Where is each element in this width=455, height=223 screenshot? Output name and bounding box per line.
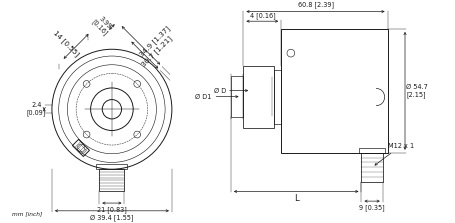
Bar — [231, 76, 243, 117]
Bar — [281, 29, 388, 153]
Text: Ø D1: Ø D1 — [195, 94, 212, 100]
Bar — [96, 164, 127, 169]
Bar — [361, 153, 383, 182]
Text: 34.9 [1.37]: 34.9 [1.37] — [138, 25, 171, 58]
Text: 60.8 [2.39]: 60.8 [2.39] — [298, 1, 334, 8]
Text: 9 [0.35]: 9 [0.35] — [359, 204, 385, 211]
Text: mm [inch]: mm [inch] — [12, 211, 42, 216]
Bar — [359, 148, 385, 153]
Text: 4 [0.16]: 4 [0.16] — [249, 12, 275, 19]
Text: 30.7 [1.21]: 30.7 [1.21] — [140, 35, 173, 68]
Bar — [243, 66, 274, 128]
Text: 21 [0.83]: 21 [0.83] — [97, 206, 127, 213]
Text: M12 x 1: M12 x 1 — [375, 143, 414, 165]
Text: 3.99
[0.16]: 3.99 [0.16] — [91, 13, 114, 37]
Bar — [99, 169, 125, 192]
Text: Ø 39.4 [1.55]: Ø 39.4 [1.55] — [90, 214, 134, 221]
Text: Ø 54.7
[2.15]: Ø 54.7 [2.15] — [406, 84, 428, 98]
Text: Ø D: Ø D — [214, 88, 226, 94]
Text: 2.4
[0.09]: 2.4 [0.09] — [27, 102, 46, 116]
Text: 14 [0.55]: 14 [0.55] — [52, 29, 81, 58]
Text: L: L — [294, 194, 298, 203]
Bar — [274, 70, 281, 124]
